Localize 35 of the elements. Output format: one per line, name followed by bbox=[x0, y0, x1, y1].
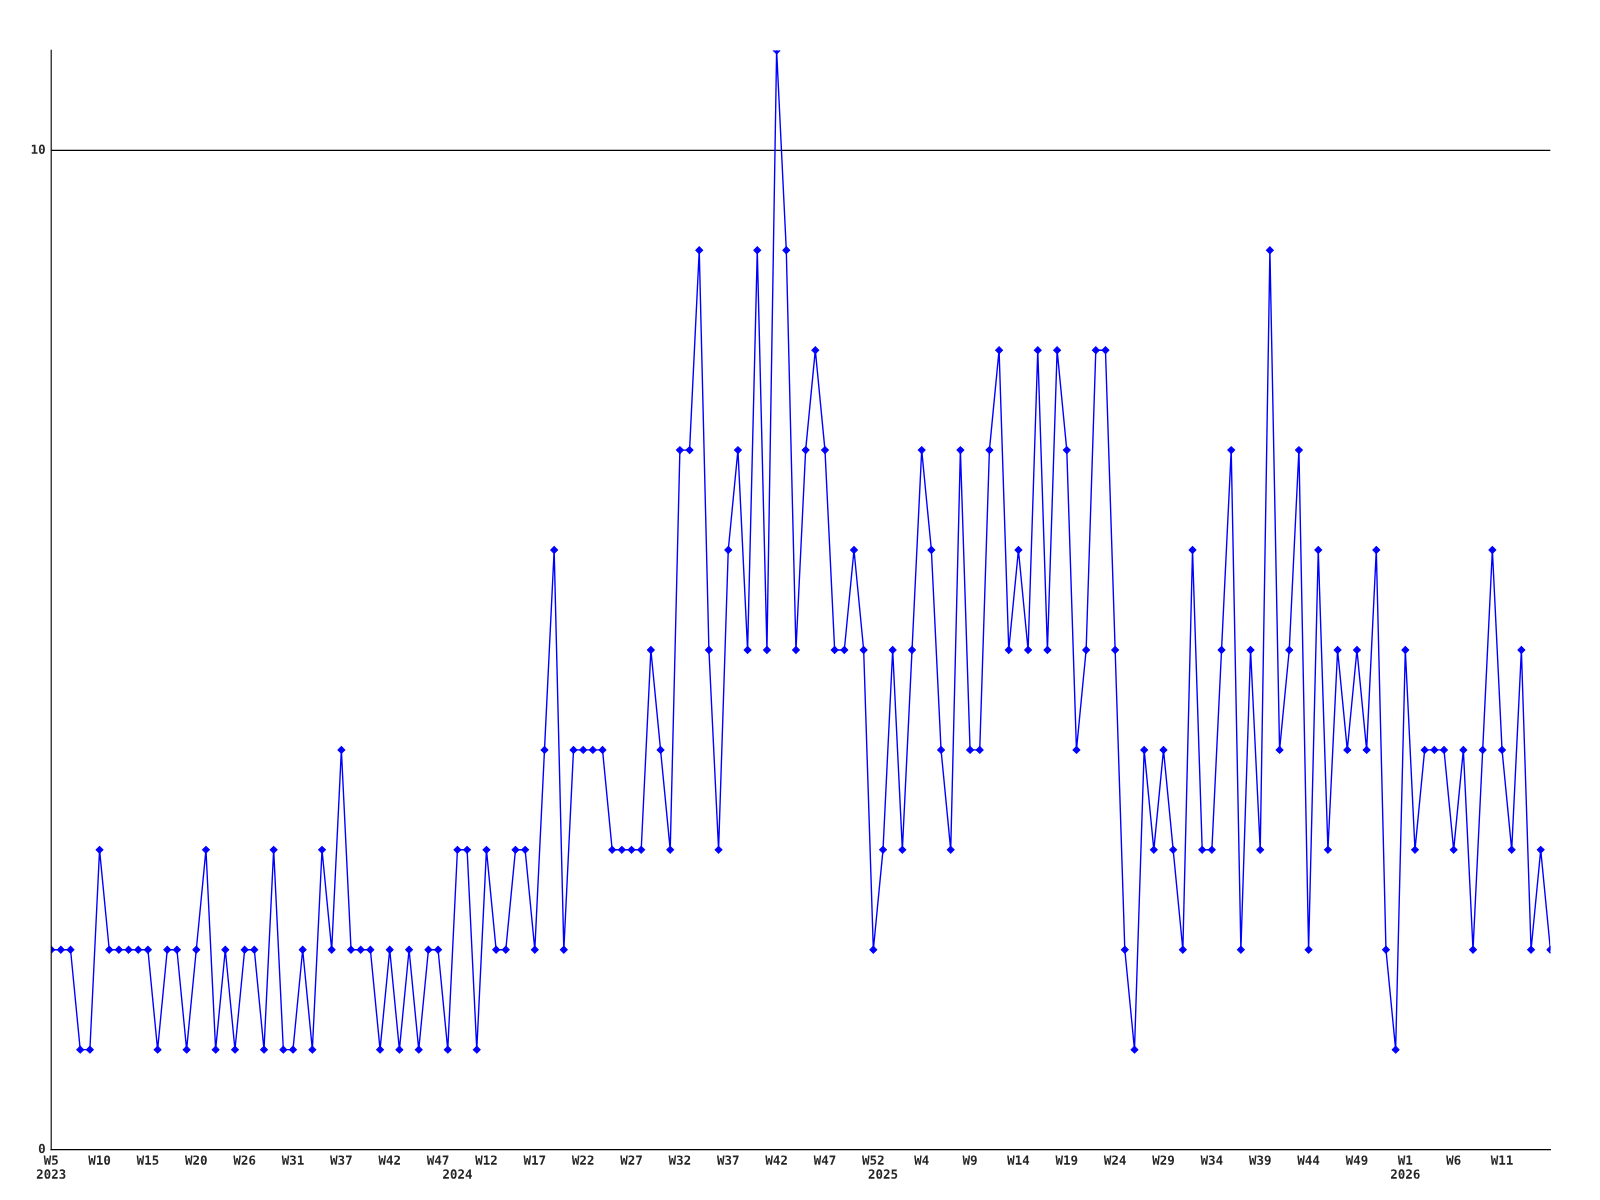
x-tick-label: W10 bbox=[88, 1155, 111, 1165]
x-tick-label: W26 bbox=[233, 1155, 256, 1165]
x-tick-label: 2025 bbox=[868, 1169, 898, 1179]
x-tick-label: W17 bbox=[523, 1155, 546, 1165]
x-tick-label: W42 bbox=[378, 1155, 400, 1165]
x-tick-label: W42 bbox=[765, 1155, 787, 1165]
x-tick-label: W24 bbox=[1103, 1155, 1126, 1165]
x-tick-label: W47 bbox=[813, 1155, 836, 1165]
x-tick-label: W44 bbox=[1297, 1155, 1320, 1165]
x-tick-label: W6 bbox=[1446, 1155, 1461, 1165]
x-tick-label: W19 bbox=[1055, 1155, 1078, 1165]
y-tick-label: 0 bbox=[38, 1143, 45, 1154]
x-tick-label: W27 bbox=[620, 1155, 642, 1165]
x-tick-label: W15 bbox=[136, 1155, 159, 1165]
x-tick-label: W5 2023 bbox=[36, 1155, 66, 1179]
x-tick-label: W31 bbox=[281, 1155, 304, 1165]
x-tick-label: W34 bbox=[1200, 1155, 1223, 1165]
x-tick-label: W47 bbox=[426, 1155, 449, 1165]
x-tick-label: W20 bbox=[185, 1155, 207, 1165]
x-tick-label: W14 bbox=[1007, 1155, 1030, 1165]
x-tick-label: W29 bbox=[1152, 1155, 1174, 1165]
x-tick-label: W4 bbox=[914, 1155, 929, 1165]
x-tick-label: W22 bbox=[571, 1155, 594, 1165]
x-tick-label: W1 2026 bbox=[1390, 1155, 1420, 1179]
x-tick-label: 2024 bbox=[443, 1169, 472, 1179]
x-tick-label: W37 bbox=[716, 1155, 739, 1165]
y-tick-label: 10 bbox=[31, 144, 45, 154]
x-tick-label: W52 bbox=[862, 1155, 884, 1165]
x-tick-label: W39 bbox=[1248, 1155, 1271, 1165]
x-tick-label: W11 bbox=[1490, 1155, 1513, 1165]
x-tick-label: W37 bbox=[330, 1155, 352, 1165]
x-tick-label: W49 bbox=[1345, 1155, 1368, 1165]
x-tick-label: W12 bbox=[475, 1155, 497, 1165]
x-tick-label: W9 bbox=[962, 1155, 977, 1165]
x-tick-label: W32 bbox=[668, 1155, 691, 1165]
